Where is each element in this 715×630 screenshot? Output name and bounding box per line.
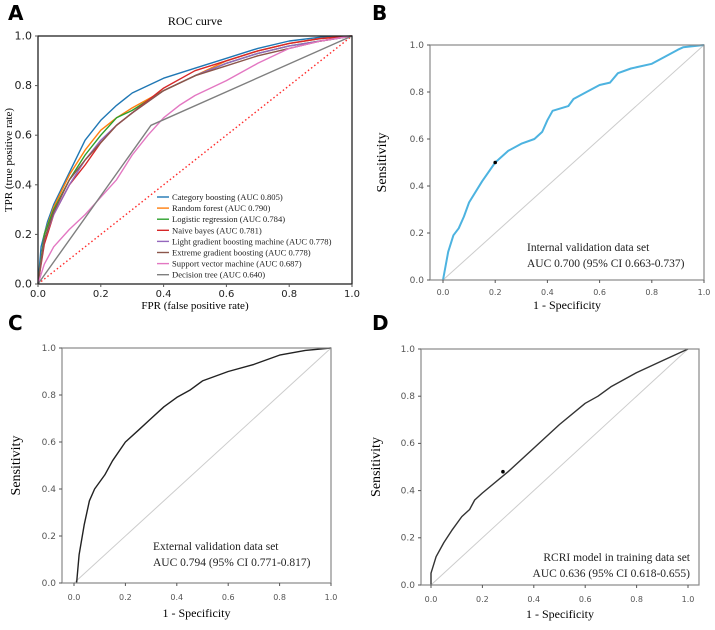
auc-annotation: Internal validation data set bbox=[527, 242, 650, 254]
x-tick-label: 0.2 bbox=[489, 288, 502, 297]
x-tick-label: 0.0 bbox=[425, 595, 438, 604]
y-tick-label: 0.0 bbox=[42, 579, 57, 589]
roc-curve-0 bbox=[430, 348, 689, 585]
x-tick-label: 0.4 bbox=[527, 595, 540, 604]
y-tick-label: 0.6 bbox=[42, 438, 57, 448]
panel-letter: A bbox=[8, 1, 24, 25]
y-tick-label: 0.8 bbox=[410, 88, 425, 98]
y-tick-label: 0.0 bbox=[410, 276, 425, 286]
reference-diagonal bbox=[73, 347, 332, 584]
y-axis-label: Sensitivity bbox=[369, 437, 384, 497]
x-tick-label: 0.4 bbox=[170, 593, 183, 602]
x-tick-label: 0.4 bbox=[541, 288, 554, 297]
reference-diagonal bbox=[430, 348, 689, 586]
y-tick-label: 0.6 bbox=[401, 439, 416, 449]
y-tick-label: 1.0 bbox=[15, 30, 33, 43]
roc-curve-7 bbox=[37, 35, 353, 285]
roc-curve-5 bbox=[37, 35, 353, 285]
x-axis-label: 1 - Specificity bbox=[163, 606, 231, 620]
legend-entry: Extreme gradient boosting (AUC 0.778) bbox=[172, 248, 311, 258]
y-tick-label: 1.0 bbox=[410, 41, 425, 51]
y-axis-label: TPR (true positive rate) bbox=[3, 108, 15, 213]
panel-a: A ROC curve 0.0 0.2 0.4 0.6 0.8 1.0 0.0 0.2 0.4 0.6… bbox=[3, 1, 360, 312]
panel-d: D 0.0 0.2 0.4 0.6 0.8 1.0 0.0 0.2 0.4 0.6 0.8 1.0 1 -… bbox=[369, 311, 700, 621]
x-tick-label: 0.8 bbox=[273, 593, 286, 602]
x-tick-label: 0.8 bbox=[281, 289, 297, 300]
x-tick-label: 0.0 bbox=[68, 593, 81, 602]
x-tick-label: 0.6 bbox=[222, 593, 235, 602]
y-tick-label: 0.6 bbox=[410, 135, 425, 145]
x-tick-label: 0.6 bbox=[593, 288, 606, 297]
cutoff-point bbox=[493, 160, 498, 165]
panel-b: B 0.0 0.2 0.4 0.6 0.8 1.0 0.0 0.2 0.4 0.6 0.8 1.0 1 -… bbox=[372, 1, 710, 312]
legend-entry: Category boosting (AUC 0.805) bbox=[172, 192, 283, 202]
x-tick-label: 1.0 bbox=[325, 593, 338, 602]
panel-letter: C bbox=[8, 311, 23, 335]
y-tick-label: 1.0 bbox=[42, 344, 57, 354]
x-axis-label: FPR (false positive rate) bbox=[141, 300, 249, 312]
legend-entry: Decision tree (AUC 0.640) bbox=[172, 270, 265, 280]
panel-c: C 0.0 0.2 0.4 0.6 0.8 1.0 0.0 0.2 0.4 0.6 0.8 1.0 1 -… bbox=[8, 311, 337, 620]
x-tick-label: 1.0 bbox=[344, 289, 360, 300]
roc-curve-6 bbox=[37, 35, 353, 285]
legend: Category boosting (AUC 0.805)Random fore… bbox=[157, 192, 332, 280]
y-tick-label: 0.0 bbox=[15, 278, 33, 291]
x-tick-label: 0.8 bbox=[645, 288, 658, 297]
auc-annotation: AUC 0.700 (95% CI 0.663-0.737) bbox=[527, 258, 685, 270]
x-tick-label: 0.6 bbox=[579, 595, 592, 604]
y-tick-label: 0.4 bbox=[401, 486, 416, 496]
x-tick-label: 0.0 bbox=[30, 289, 46, 300]
reference-diagonal bbox=[442, 44, 705, 281]
auc-annotation: AUC 0.794 (95% CI 0.771-0.817) bbox=[153, 557, 311, 569]
roc-curve-0 bbox=[442, 44, 705, 281]
auc-annotation: AUC 0.636 (95% CI 0.618-0.655) bbox=[533, 568, 691, 580]
y-tick-label: 0.4 bbox=[15, 178, 33, 191]
y-tick-label: 0.2 bbox=[15, 228, 33, 241]
x-tick-label: 0.6 bbox=[218, 289, 234, 300]
cutoff-point bbox=[501, 469, 505, 474]
y-axis-label: Sensitivity bbox=[375, 133, 390, 193]
roc-curve-0 bbox=[75, 347, 332, 584]
y-tick-label: 0.4 bbox=[42, 485, 57, 495]
legend-entry: Support vector machine (AUC 0.687) bbox=[172, 259, 302, 269]
y-tick-label: 0.6 bbox=[15, 129, 33, 142]
y-tick-label: 1.0 bbox=[401, 345, 416, 355]
legend-entry: Logistic regression (AUC 0.784) bbox=[172, 214, 285, 224]
y-tick-label: 0.0 bbox=[401, 581, 416, 591]
x-tick-label: 0.2 bbox=[476, 595, 489, 604]
auc-annotation: External validation data set bbox=[153, 541, 279, 553]
y-tick-label: 0.8 bbox=[42, 391, 57, 401]
plot-frame bbox=[429, 44, 705, 281]
panel-letter: B bbox=[372, 1, 387, 25]
legend-entry: Light gradient boosting machine (AUC 0.7… bbox=[172, 236, 332, 246]
x-axis-label: 1 - Specificity bbox=[533, 298, 601, 312]
x-tick-label: 1.0 bbox=[698, 288, 711, 297]
y-tick-label: 0.8 bbox=[15, 79, 33, 92]
chart-title: ROC curve bbox=[168, 14, 222, 28]
legend-entry: Naive bayes (AUC 0.781) bbox=[172, 225, 262, 235]
x-tick-label: 0.2 bbox=[93, 289, 109, 300]
plot-frame bbox=[420, 348, 700, 586]
y-axis-label: Sensitivity bbox=[9, 436, 24, 496]
x-tick-label: 0.2 bbox=[119, 593, 132, 602]
y-tick-label: 0.4 bbox=[410, 182, 425, 192]
x-tick-label: 0.0 bbox=[437, 288, 450, 297]
legend-entry: Random forest (AUC 0.790) bbox=[172, 203, 270, 213]
panel-letter: D bbox=[372, 311, 389, 335]
x-axis-label: 1 - Specificity bbox=[526, 607, 594, 621]
x-tick-label: 0.8 bbox=[630, 595, 643, 604]
auc-annotation: RCRI model in training data set bbox=[543, 552, 690, 564]
reference-diagonal bbox=[37, 35, 353, 285]
plot-frame bbox=[61, 347, 332, 584]
y-tick-label: 0.2 bbox=[410, 229, 424, 239]
y-tick-label: 0.8 bbox=[401, 392, 416, 402]
plot-frame bbox=[37, 35, 353, 285]
y-tick-label: 0.2 bbox=[401, 534, 415, 544]
x-tick-label: 1.0 bbox=[682, 595, 695, 604]
x-tick-label: 0.4 bbox=[156, 289, 172, 300]
y-tick-label: 0.2 bbox=[42, 532, 56, 542]
roc-curve-0 bbox=[37, 35, 353, 285]
